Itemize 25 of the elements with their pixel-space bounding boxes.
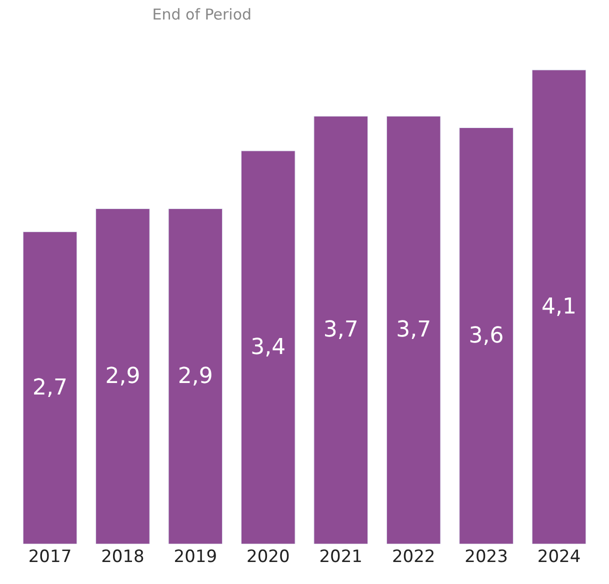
chart-title: End of Period	[152, 5, 252, 24]
x-tick-label: 2022	[392, 547, 436, 567]
x-tick-label: 2024	[537, 547, 581, 567]
data-label: 4,1	[542, 294, 577, 320]
bar	[240, 150, 296, 544]
data-label: 3,7	[396, 318, 432, 343]
data-label: 2,9	[178, 364, 213, 389]
x-tick-label: 2019	[174, 547, 218, 567]
x-tick-label: 2020	[246, 547, 290, 567]
bar	[22, 232, 78, 544]
x-tick-label: 2021	[319, 547, 362, 567]
x-tick-label: 2018	[101, 547, 144, 567]
bar	[459, 128, 514, 544]
bar	[314, 116, 368, 544]
data-label: 3,7	[323, 318, 358, 343]
bar	[532, 70, 586, 544]
bar	[96, 208, 150, 544]
data-label: 3,4	[250, 334, 286, 360]
bar	[168, 208, 223, 544]
data-label: 2,9	[105, 364, 140, 389]
x-tick-label: 2023	[464, 547, 508, 567]
data-label: 2,7	[32, 375, 68, 400]
x-tick-label: 2017	[28, 547, 72, 567]
bar	[386, 116, 441, 544]
data-label: 3,6	[468, 323, 504, 348]
